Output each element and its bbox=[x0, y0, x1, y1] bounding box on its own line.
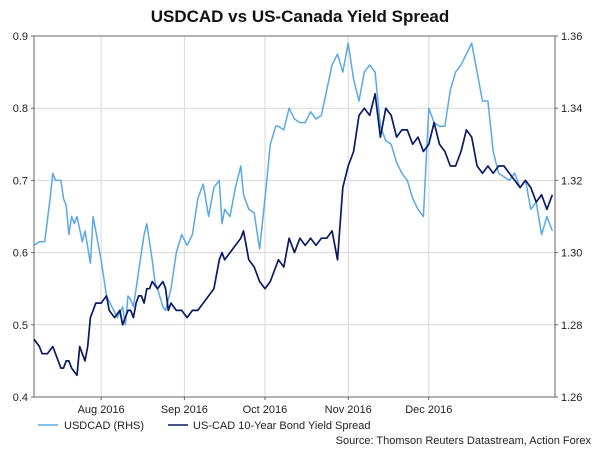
left-tick-label: 0.8 bbox=[13, 103, 28, 115]
series-line-usdcad bbox=[33, 42, 554, 326]
right-tick-label: 1.36 bbox=[561, 31, 582, 43]
gridlines bbox=[34, 36, 555, 397]
x-axis: Aug 2016 Sep 2016 Oct 2016 Nov 2016 Dec 2016 bbox=[78, 397, 452, 416]
source-note: Source: Thomson Reuters Datastream, Acti… bbox=[336, 435, 592, 447]
left-tick-label: 0.6 bbox=[13, 248, 28, 260]
left-tick-label: 0.7 bbox=[13, 175, 28, 187]
x-tick-label: Nov 2016 bbox=[325, 404, 372, 416]
series-line-yield-spread bbox=[33, 92, 554, 377]
right-tick-label: 1.28 bbox=[561, 320, 582, 332]
left-tick-label: 0.5 bbox=[13, 320, 28, 332]
x-tick-label: Dec 2016 bbox=[405, 404, 452, 416]
left-axis: 0.4 0.5 0.6 0.7 0.8 0.9 bbox=[13, 31, 34, 404]
x-tick-label: Sep 2016 bbox=[161, 404, 208, 416]
right-tick-label: 1.34 bbox=[561, 103, 582, 115]
left-tick-label: 0.9 bbox=[13, 31, 28, 43]
right-tick-label: 1.32 bbox=[561, 175, 582, 187]
x-tick-label: Oct 2016 bbox=[243, 404, 288, 416]
right-tick-label: 1.26 bbox=[561, 392, 582, 404]
right-tick-label: 1.30 bbox=[561, 248, 582, 260]
left-tick-label: 0.4 bbox=[13, 392, 28, 404]
chart-title: USDCAD vs US-Canada Yield Spread bbox=[151, 7, 450, 26]
legend-label-usdcad: USDCAD (RHS) bbox=[64, 420, 144, 432]
legend-label-yield-spread: US-CAD 10-Year Bond Yield Spread bbox=[193, 420, 371, 432]
series bbox=[33, 42, 554, 377]
plot-frame bbox=[33, 35, 556, 398]
legend: USDCAD (RHS) US-CAD 10-Year Bond Yield S… bbox=[38, 420, 371, 432]
right-axis: 1.26 1.28 1.30 1.32 1.34 1.36 bbox=[555, 31, 582, 404]
x-tick-label: Aug 2016 bbox=[78, 404, 125, 416]
